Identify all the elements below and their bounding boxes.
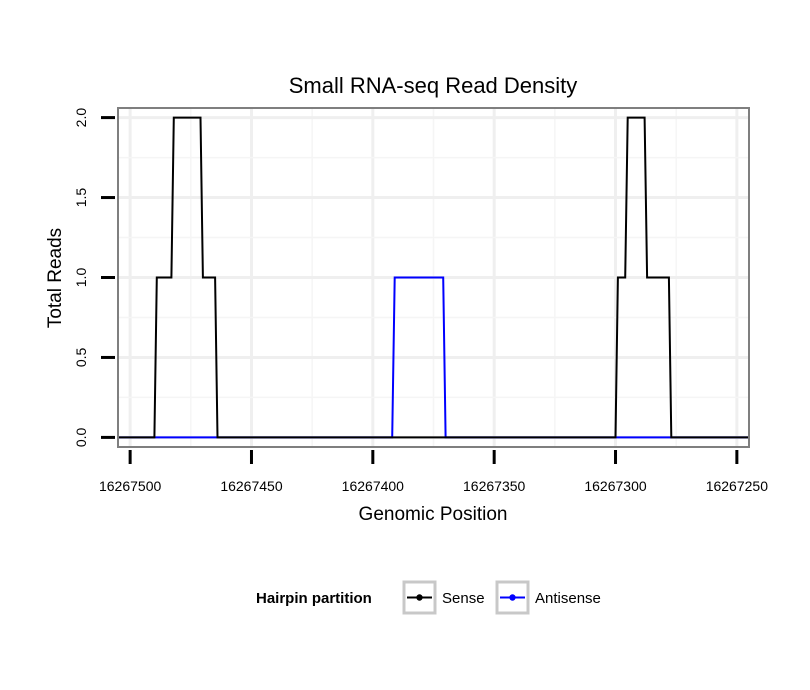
legend-key-point-antisense — [509, 594, 516, 601]
x-axis: 16267500 16267450 16267400 16267350 16267300… — [99, 450, 768, 494]
y-tick-label: 0.0 — [73, 427, 89, 447]
y-tick-label: 2.0 — [73, 108, 89, 128]
x-tick-label: 16267450 — [220, 478, 283, 494]
y-axis-title: Total Reads — [45, 228, 66, 328]
y-tick-label: 1.5 — [73, 188, 89, 208]
legend-title: Hairpin partition — [256, 590, 372, 607]
y-tick-label: 1.0 — [73, 268, 89, 288]
y-tick-label: 0.5 — [73, 348, 89, 368]
y-axis: 0.0 0.5 1.0 1.5 2.0 — [73, 108, 115, 447]
series-lines — [118, 116, 749, 439]
legend-label-antisense: Antisense — [535, 590, 601, 607]
x-axis-title: Genomic Position — [359, 504, 508, 525]
series-line-antisense — [118, 276, 749, 439]
x-tick-label: 16267250 — [706, 478, 769, 494]
x-tick-label: 16267300 — [584, 478, 647, 494]
plot-panel-border — [117, 107, 750, 448]
legend-label-sense: Sense — [442, 590, 485, 607]
chart-title: Small RNA-seq Read Density — [289, 73, 578, 98]
legend-key-point-sense — [416, 594, 423, 601]
x-tick-label: 16267400 — [342, 478, 405, 494]
x-tick-label: 16267350 — [463, 478, 526, 494]
legend: Hairpin partition Sense Antisense — [256, 580, 601, 615]
series-line-sense — [118, 116, 749, 439]
x-tick-label: 16267500 — [99, 478, 162, 494]
